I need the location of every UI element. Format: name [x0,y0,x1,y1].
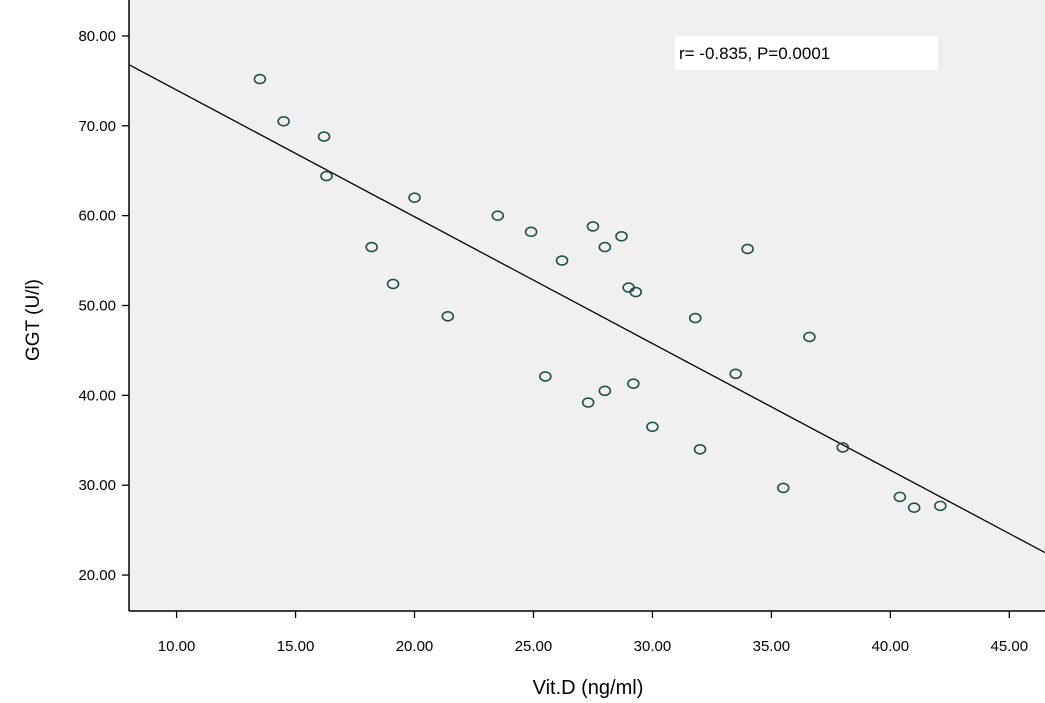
data-point [729,368,743,380]
data-point [524,226,538,238]
y-tick-label: 20.00 [78,567,116,584]
data-point [539,371,552,382]
data-point [646,421,659,433]
x-tick-label: 20.00 [396,638,434,655]
data-point [741,243,754,255]
x-tick-label: 35.00 [753,638,791,655]
data-point [555,255,569,266]
x-tick-label: 25.00 [515,638,553,655]
x-tick-label: 30.00 [634,638,672,655]
y-axis-ticks: 20.00 30.00 40.00 50.00 60.00 70.00 80.00 [78,28,129,584]
data-point [629,286,643,298]
x-tick-label: 15.00 [277,638,315,655]
regression-line-layer [128,64,1045,554]
regression-line [128,64,1045,554]
data-point [253,73,267,85]
data-point [615,231,628,242]
x-axis-ticks: 10.00 15.00 20.00 25.00 30.00 35.00 40.00 45.00 [158,611,1028,655]
y-tick-label: 30.00 [78,477,116,494]
y-tick-label: 80.00 [78,28,116,45]
data-point [836,442,850,453]
y-tick-label: 70.00 [78,118,116,135]
data-point [581,397,595,408]
x-tick-label: 40.00 [872,638,910,655]
correlation-annotation: r= -0.835, P=0.0001 [679,44,830,63]
data-points-layer [253,73,947,513]
data-point [907,502,921,513]
data-point [441,310,455,322]
y-axis-title: GGT (U/l) [23,279,44,361]
x-tick-label: 45.00 [991,638,1029,655]
data-point [627,378,640,389]
y-tick-label: 40.00 [78,387,116,404]
data-point [598,241,612,253]
data-point [491,210,505,221]
data-point [320,170,333,182]
data-point [277,116,290,127]
data-point [365,241,378,253]
data-point [317,131,331,142]
data-point [408,192,421,203]
x-axis-title: Vit.D (ng/ml) [533,677,644,699]
data-point [893,491,907,503]
annotation-box [675,36,938,70]
data-point [776,482,790,494]
data-point [688,312,702,324]
y-tick-label: 60.00 [78,208,116,225]
plot-background [129,0,1045,611]
data-point [586,221,600,232]
data-point [693,443,707,455]
y-tick-label: 50.00 [78,298,116,315]
data-point [934,500,947,512]
data-point [803,331,816,343]
data-point [386,278,400,290]
data-point [598,385,612,397]
x-tick-label: 10.00 [158,638,196,655]
